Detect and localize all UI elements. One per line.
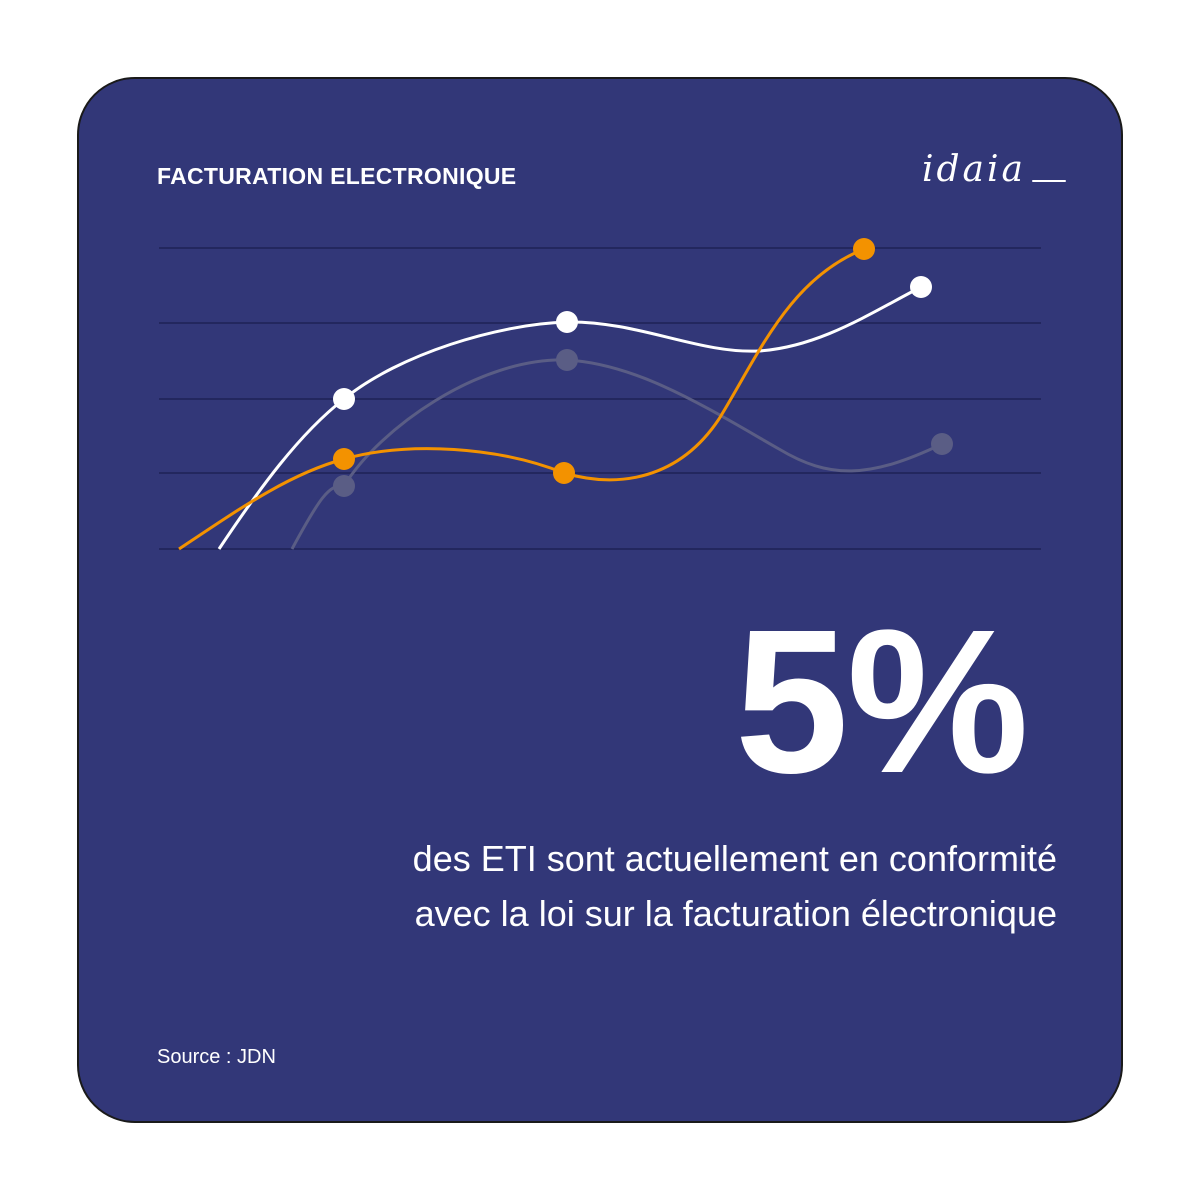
series-white-point [910, 276, 932, 298]
page-title: FACTURATION ELECTRONIQUE [157, 163, 517, 189]
series-orange-point [553, 462, 575, 484]
series-gray-point [556, 349, 578, 371]
series-white-point [556, 311, 578, 333]
series-white [217, 276, 932, 550]
brand-logo: idaia [922, 149, 1067, 193]
source-credit: Source : JDN [157, 1046, 276, 1068]
series-orange-point [333, 448, 355, 470]
series-gray-point [931, 433, 953, 455]
stat-value: 5% [734, 587, 1029, 816]
decorative-line-chart [159, 238, 1041, 551]
brand-logo-underline [1032, 180, 1066, 182]
stat-description-line1: des ETI sont actuellement en conformité [412, 838, 1057, 879]
series-gray [290, 349, 953, 550]
series-orange-point [853, 238, 875, 260]
infographic-card: FACTURATION ELECTRONIQUE idaia [77, 77, 1123, 1123]
stat-description: des ETI sont actuellement en conformité … [157, 831, 1057, 941]
brand-logo-text: idaia [922, 149, 1026, 190]
series-orange [178, 238, 875, 551]
series-white-point [333, 388, 355, 410]
series-gray-point [333, 475, 355, 497]
stat-description-line2: avec la loi sur la facturation électroni… [414, 893, 1057, 934]
series-gray-line [290, 358, 943, 550]
